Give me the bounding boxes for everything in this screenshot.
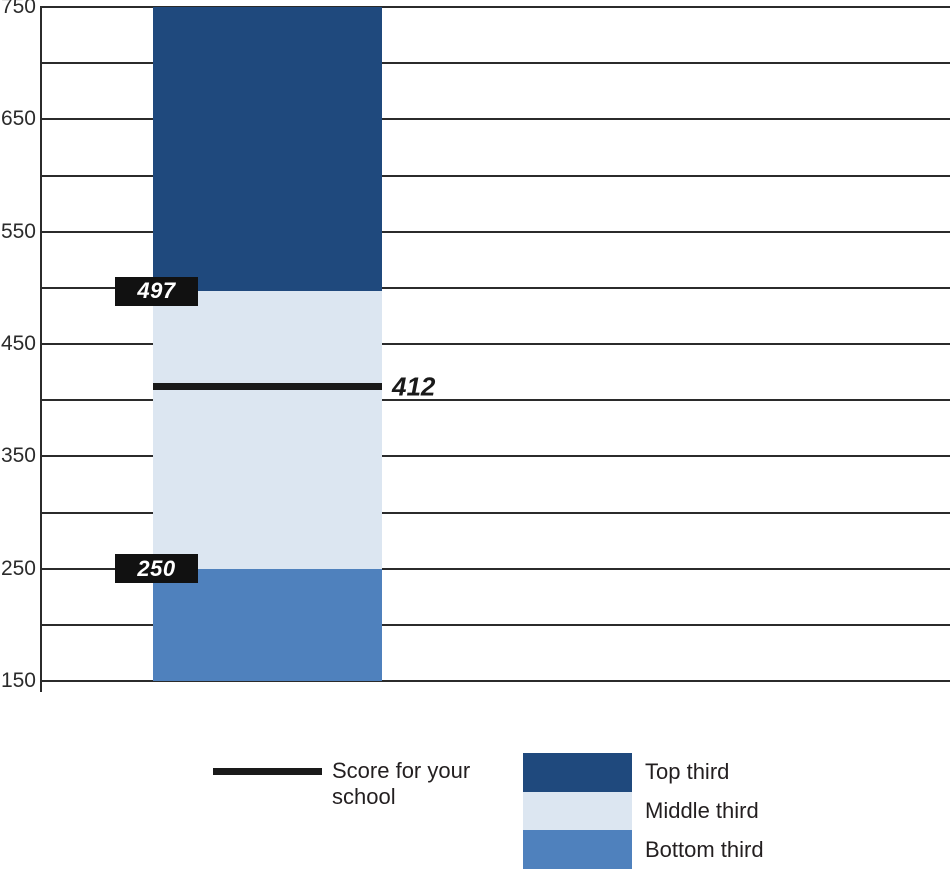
legend-item-score-line: Score for your school: [213, 758, 502, 810]
bar-segment-top-third: [153, 7, 382, 292]
legend-item-middle-third: Middle third: [523, 791, 764, 831]
legend-item-bottom-third: Bottom third: [523, 830, 764, 870]
legend-label-top-third: Top third: [645, 759, 730, 785]
legend-label-middle-third: Middle third: [645, 798, 759, 824]
score-line: [153, 383, 382, 391]
gridline: [40, 62, 950, 65]
boundary-label-497: 497: [115, 276, 198, 306]
y-axis-tick-label: 250: [0, 556, 36, 580]
legend-label-bottom-third: Bottom third: [645, 836, 764, 862]
gridline: [40, 230, 950, 233]
y-axis-tick-label: 750: [0, 0, 36, 18]
top-third-swatch: [523, 753, 632, 792]
score-line-swatch: [213, 768, 322, 775]
gridline: [40, 511, 950, 514]
legend-item-top-third: Top third: [523, 753, 764, 792]
gridline: [40, 567, 950, 570]
y-axis-tick-label: 450: [0, 332, 36, 355]
gridline: [40, 6, 950, 8]
middle-third-swatch: [523, 791, 632, 831]
gridline: [40, 623, 950, 626]
gridline: [40, 455, 950, 458]
y-axis-tick-label: 150: [0, 669, 36, 692]
bar-segment-middle-third: [153, 291, 382, 569]
gridline: [40, 343, 950, 345]
y-axis-tick-label: 650: [0, 107, 36, 131]
y-axis-line: [40, 7, 42, 692]
boundary-label-250: 250: [115, 554, 198, 584]
score-line-value-label: 412: [392, 371, 436, 402]
gridline: [40, 174, 950, 177]
bottom-third-swatch: [523, 830, 632, 870]
gridline: [40, 118, 950, 121]
y-axis-tick-label: 350: [0, 444, 36, 468]
gridline: [40, 286, 950, 289]
legend-swatch-group: Top third Middle third Bottom third: [523, 753, 764, 870]
legend-label-score-line: Score for your school: [332, 758, 471, 809]
y-axis-tick-label: 550: [0, 219, 36, 243]
gridline: [40, 680, 950, 682]
bar-segment-bottom-third: [153, 568, 382, 681]
gridline: [40, 399, 950, 402]
